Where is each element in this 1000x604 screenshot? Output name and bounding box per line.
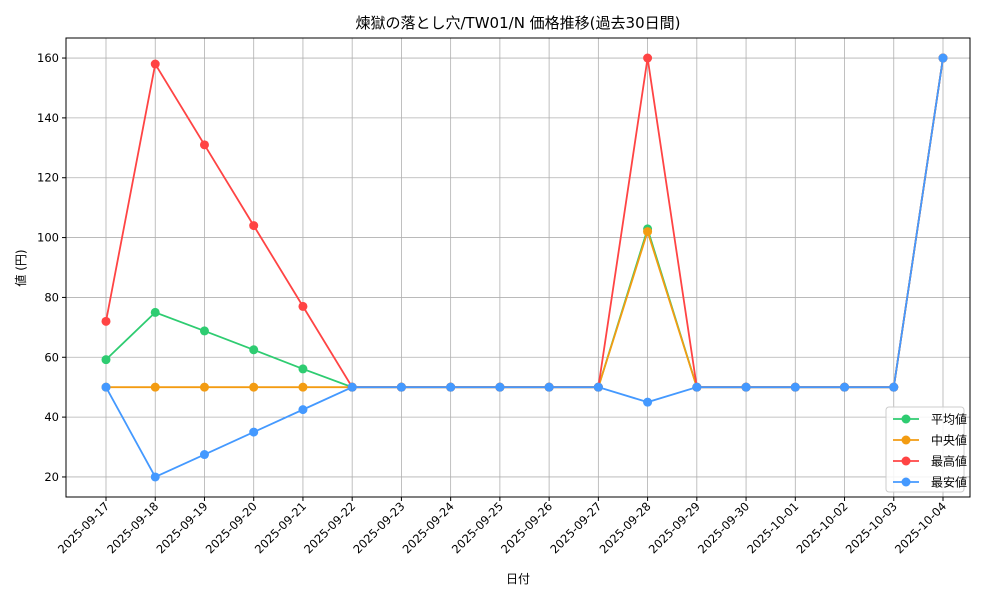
data-point: [643, 227, 653, 237]
x-tick-label: 2025-09-19: [153, 499, 210, 556]
data-point: [101, 316, 111, 326]
data-point: [692, 382, 702, 392]
data-point: [643, 53, 653, 63]
series-最安値: [101, 53, 948, 482]
data-point: [249, 345, 259, 355]
x-tick-label: 2025-09-17: [55, 499, 112, 556]
y-tick-label: 20: [44, 470, 59, 484]
data-point: [347, 382, 357, 392]
data-point: [446, 382, 456, 392]
data-point: [150, 307, 160, 317]
data-point: [396, 382, 406, 392]
data-point: [249, 427, 259, 437]
plot-frame: [65, 37, 971, 498]
series-lines: [101, 53, 948, 482]
legend-marker: [901, 477, 911, 487]
series-line: [106, 57, 944, 389]
data-point: [298, 364, 308, 374]
y-tick-label: 40: [44, 410, 59, 424]
data-point: [101, 382, 111, 392]
data-point: [298, 301, 308, 311]
series-line: [105, 57, 944, 389]
data-point: [150, 59, 160, 69]
data-point: [249, 221, 259, 231]
x-tick-label: 2025-10-03: [843, 499, 900, 556]
series-line: [105, 57, 944, 389]
x-tick-label: 2025-09-25: [449, 499, 506, 556]
data-point: [199, 140, 209, 150]
x-tick-label: 2025-09-26: [498, 499, 555, 556]
legend-label: 中央値: [931, 433, 967, 448]
x-tick-label: 2025-09-20: [203, 499, 260, 556]
x-tick-label: 2025-10-02: [793, 499, 850, 556]
legend-label: 平均値: [931, 412, 967, 427]
data-point: [199, 450, 209, 460]
y-tick-label: 140: [37, 111, 59, 125]
x-tick-label: 2025-09-27: [547, 499, 604, 556]
legend-label: 最高値: [931, 454, 967, 469]
series-平均値: [101, 53, 948, 392]
data-point: [741, 382, 751, 392]
y-tick-label: 160: [37, 51, 59, 65]
data-point: [101, 355, 111, 365]
data-point: [495, 382, 505, 392]
y-tick-label: 60: [44, 350, 59, 364]
data-point: [593, 382, 603, 392]
data-point: [298, 405, 308, 415]
data-point: [938, 53, 948, 63]
x-tick-label: 2025-10-01: [744, 499, 801, 556]
data-point: [199, 326, 209, 336]
legend-marker: [901, 456, 911, 466]
x-tick-label: 2025-09-18: [104, 499, 161, 556]
y-axis-ticks: 20 40 60 80 100 120 140 160: [37, 51, 66, 484]
grid: [66, 38, 970, 497]
y-axis-label: 値 (円): [13, 249, 28, 286]
data-point: [150, 382, 160, 392]
x-tick-label: 2025-09-29: [646, 499, 703, 556]
x-tick-label: 2025-09-21: [252, 499, 309, 556]
data-point: [544, 382, 554, 392]
data-point: [249, 382, 259, 392]
legend-marker: [901, 435, 911, 445]
data-point: [840, 382, 850, 392]
x-tick-label: 2025-09-30: [695, 499, 752, 556]
data-point: [199, 382, 209, 392]
x-axis-label: 日付: [506, 572, 530, 586]
series-line: [105, 57, 944, 479]
legend-marker: [901, 414, 911, 424]
data-point: [643, 397, 653, 407]
x-tick-label: 2025-10-04: [892, 499, 949, 556]
x-tick-label: 2025-09-28: [597, 499, 654, 556]
x-tick-label: 2025-09-23: [350, 499, 407, 556]
x-axis-ticks: 2025-09-172025-09-182025-09-192025-09-20…: [55, 497, 949, 556]
data-point: [298, 382, 308, 392]
legend-label: 最安値: [931, 475, 967, 490]
chart-title: 煉獄の落とし穴/TW01/N 価格推移(過去30日間): [356, 14, 681, 32]
data-point: [889, 382, 899, 392]
x-tick-label: 2025-09-24: [400, 499, 457, 556]
y-tick-label: 100: [37, 231, 59, 245]
legend-box: [885, 406, 965, 493]
y-tick-label: 80: [44, 290, 59, 304]
y-tick-label: 120: [37, 171, 59, 185]
data-point: [790, 382, 800, 392]
data-point: [150, 472, 160, 482]
x-tick-label: 2025-09-22: [301, 499, 358, 556]
